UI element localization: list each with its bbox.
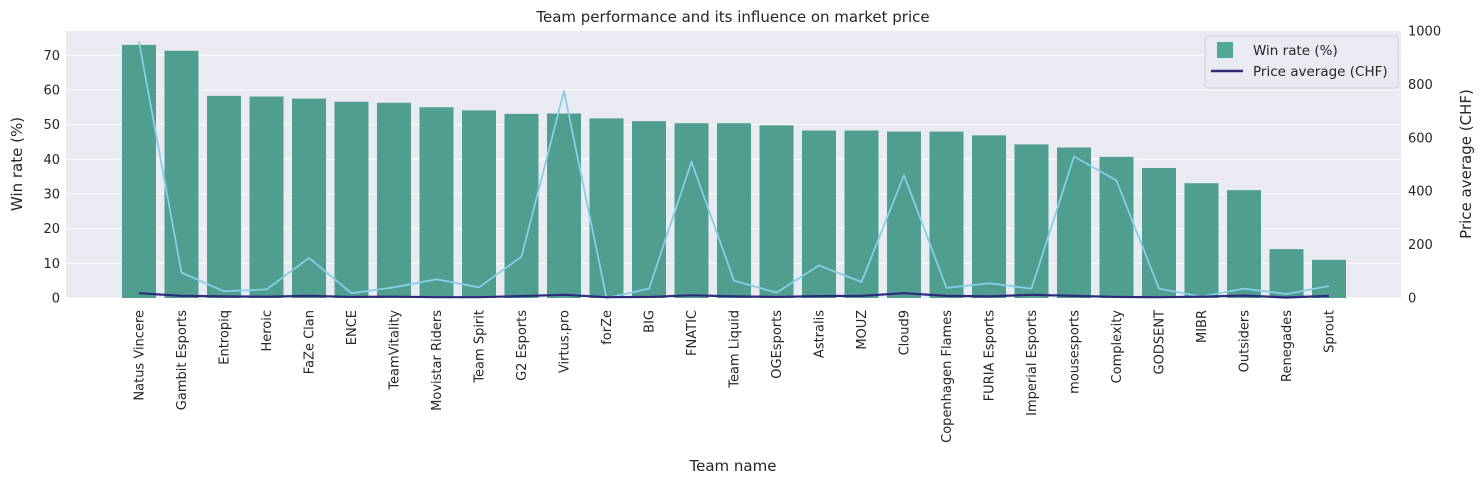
y-tick-label: 10 (43, 257, 60, 272)
bar (1269, 249, 1304, 298)
bar (249, 96, 284, 298)
left-axis-ticks: 0 10 20 30 40 50 60 70 (43, 49, 60, 307)
x-tick-label: Complexity (1110, 310, 1125, 384)
y-tick-label: 70 (43, 49, 60, 64)
bar (632, 121, 666, 298)
y-tick-label: 40 (43, 153, 60, 168)
x-tick-label: ENCE (345, 310, 360, 345)
x-tick-label: TeamVitality (388, 310, 403, 391)
y2-tick-label: 1000 (1408, 25, 1441, 40)
x-tick-label: Virtus.pro (558, 310, 573, 373)
bar (547, 113, 581, 298)
x-tick-label: GODSENT (1153, 310, 1168, 375)
bar (1184, 183, 1219, 298)
bar (929, 131, 964, 298)
x-tick-label: Copenhagen Flames (940, 310, 955, 443)
x-tick-label: Entropiq (218, 310, 233, 365)
x-tick-label: Movistar Riders (430, 310, 445, 411)
y2-tick-label: 0 (1408, 292, 1416, 307)
bar (887, 131, 921, 298)
x-axis-label: Team name (689, 457, 777, 475)
bar (844, 130, 879, 298)
y2-tick-label: 400 (1408, 185, 1433, 200)
x-tick-label: Gambit Esports (175, 310, 190, 410)
x-tick-label: MIBR (1195, 310, 1210, 343)
x-tick-label: MOUZ (855, 310, 870, 350)
bar (377, 102, 411, 298)
x-tick-label: Astralis (813, 310, 828, 358)
price-line (138, 41, 1330, 299)
bar (589, 118, 624, 298)
x-tick-label: G2 Esports (515, 310, 530, 381)
bar (1142, 167, 1176, 298)
y-tick-label: 20 (43, 222, 60, 237)
bar (504, 113, 539, 298)
bar (334, 101, 369, 298)
right-axis-ticks: 0 200 400 600 800 1000 (1408, 25, 1441, 307)
x-tick-label: BIG (643, 310, 658, 333)
y-tick-label: 50 (43, 118, 60, 133)
bar (419, 107, 454, 299)
legend-box (1204, 35, 1399, 89)
legend-label-win-rate: Win rate (%) (1253, 43, 1338, 59)
bar (1312, 259, 1346, 298)
legend: Win rate (%) Price average (CHF) (1204, 35, 1399, 89)
bar (292, 98, 326, 298)
bar (1099, 156, 1134, 298)
legend-bar-swatch (1217, 42, 1233, 58)
x-tick-label: FaZe Clan (303, 310, 318, 374)
y2-tick-label: 200 (1408, 238, 1433, 253)
bar (207, 95, 241, 298)
y-tick-label: 0 (52, 292, 60, 307)
bar (759, 125, 794, 298)
y2-tick-label: 600 (1408, 131, 1433, 146)
y2-axis-label: Price average (CHF) (1457, 89, 1475, 239)
y2-tick-label: 800 (1408, 78, 1433, 93)
x-tick-label: Team Spirit (473, 310, 488, 384)
bar (122, 44, 156, 298)
bar (164, 50, 199, 298)
x-tick-label: FNATIC (685, 310, 700, 356)
bar (972, 135, 1006, 298)
x-tick-label: Renegades (1280, 310, 1295, 382)
x-tick-label: forZe (600, 310, 615, 345)
chart-title: Team performance and its influence on ma… (535, 8, 929, 26)
bars (122, 44, 1346, 299)
bar (1057, 147, 1091, 298)
bar (1227, 190, 1261, 298)
x-tick-label: Team Liquid (728, 310, 743, 389)
legend-label-price: Price average (CHF) (1253, 64, 1388, 80)
lines (138, 41, 1330, 299)
y-axis-label: Win rate (%) (8, 117, 26, 211)
x-axis-ticks: Natus Vincere Gambit Esports Entropiq Heroi… (133, 310, 1338, 443)
x-tick-label: mousesports (1068, 310, 1083, 394)
x-tick-label: Natus Vincere (133, 310, 148, 401)
x-tick-label: OGEsports (770, 310, 785, 379)
x-tick-label: Sprout (1323, 310, 1338, 353)
x-tick-label: Outsiders (1238, 310, 1253, 373)
price-average-line (138, 292, 1330, 299)
x-tick-label: Imperial Esports (1025, 310, 1040, 416)
x-tick-label: FURIA Esports (983, 310, 998, 402)
bar (674, 123, 709, 299)
x-tick-label: Heroic (260, 310, 275, 352)
bar (1014, 144, 1049, 298)
x-tick-label: Cloud9 (898, 310, 913, 355)
y-tick-label: 60 (43, 83, 60, 98)
bar (717, 123, 751, 299)
bar (462, 110, 496, 298)
y-tick-label: 30 (43, 187, 60, 202)
